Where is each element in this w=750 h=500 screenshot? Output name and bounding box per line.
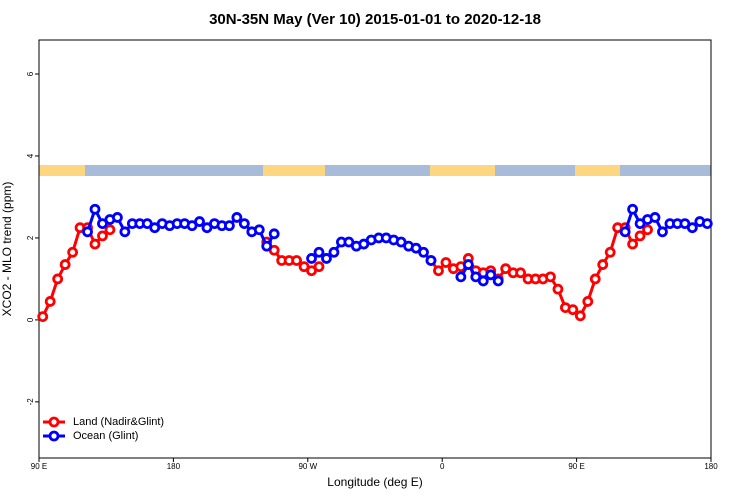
point <box>328 246 340 258</box>
legend-label: Ocean (Glint) <box>73 430 138 442</box>
x-tick-label: 180 <box>167 462 181 471</box>
point <box>701 218 713 229</box>
x-tick-label: 90 E <box>31 462 47 471</box>
point <box>545 271 556 283</box>
point <box>485 269 497 281</box>
point <box>231 212 243 223</box>
legend-marker <box>48 416 60 428</box>
legend-marker <box>48 430 60 442</box>
chart-title: 30N-35N May (Ver 10) 2015-01-01 to 2020-… <box>209 11 541 28</box>
point <box>627 203 638 215</box>
point <box>642 224 653 236</box>
x-tick-label: 90 W <box>298 462 317 471</box>
point <box>574 310 586 322</box>
point <box>604 246 616 258</box>
x-tick-label: 0 <box>440 462 445 471</box>
point <box>82 226 93 238</box>
point <box>627 238 638 250</box>
point <box>321 253 332 264</box>
y-tick-label: 0 <box>26 317 35 322</box>
point <box>261 240 273 252</box>
point <box>440 257 452 268</box>
point <box>492 275 504 287</box>
legend-label: Land (Nadir&Glint) <box>73 416 164 428</box>
y-tick-label: 6 <box>26 71 35 76</box>
point <box>306 253 317 264</box>
point <box>291 255 303 266</box>
point <box>194 216 205 227</box>
point <box>223 220 235 232</box>
plot-frame <box>38 39 712 459</box>
point <box>52 273 64 285</box>
point <box>268 228 280 240</box>
point <box>238 218 250 229</box>
point <box>433 265 444 277</box>
y-tick-label: 2 <box>26 235 35 240</box>
point <box>462 259 474 270</box>
point <box>597 259 609 270</box>
point <box>112 212 123 223</box>
point <box>418 246 429 258</box>
point <box>59 259 71 270</box>
point <box>477 275 489 287</box>
land-ocean-strip <box>39 165 711 176</box>
x-tick-label: 180 <box>704 462 718 471</box>
point <box>104 224 116 236</box>
y-tick-label: -2 <box>26 398 35 406</box>
point <box>253 224 265 236</box>
point <box>455 271 467 283</box>
point <box>119 226 131 238</box>
point <box>582 296 594 307</box>
x-axis-label: Longitude (deg E) <box>327 475 422 489</box>
point <box>657 226 668 238</box>
point <box>37 311 49 323</box>
point <box>649 212 661 223</box>
point <box>619 226 631 238</box>
point <box>515 267 526 279</box>
point <box>44 296 56 307</box>
point <box>634 230 646 242</box>
x-tick-label: 90 E <box>568 462 584 471</box>
point <box>589 273 601 285</box>
point <box>313 261 325 273</box>
point <box>686 222 698 234</box>
point <box>552 283 564 295</box>
point <box>313 246 325 258</box>
point <box>89 238 101 250</box>
point <box>89 203 101 215</box>
point <box>97 230 108 242</box>
point <box>425 255 437 266</box>
y-axis-label: XCO2 - MLO trend (ppm) <box>0 182 14 317</box>
point <box>567 304 579 316</box>
y-tick-label: 4 <box>26 153 35 158</box>
point <box>67 246 78 258</box>
